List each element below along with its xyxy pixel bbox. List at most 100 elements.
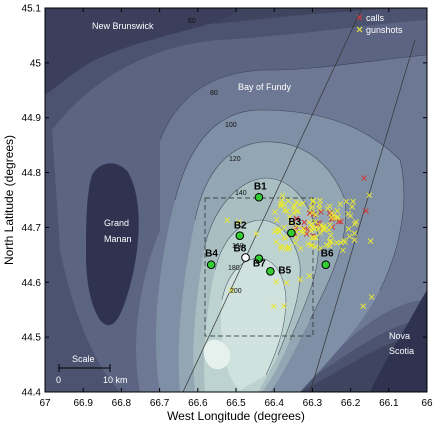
gunshot-marker [281, 207, 288, 214]
gunshot-marker [313, 234, 319, 241]
buoy-marker-b3 [287, 228, 296, 238]
buoy-label-b5: B5 [278, 265, 291, 276]
gunshot-marker [345, 210, 352, 217]
gunshot-marker [235, 218, 242, 225]
label-manan: Manan [104, 234, 132, 244]
survey-box [204, 197, 314, 337]
scale-title: Scale [72, 354, 95, 364]
x-tick-label: 66.5 [226, 398, 246, 409]
gunshot-marker [278, 243, 285, 249]
gunshot-marker [288, 220, 294, 227]
gunshot-marker [281, 224, 288, 231]
gunshot-marker [326, 221, 333, 228]
buoy-marker-b2 [235, 231, 245, 240]
y-axis: 45.1 45 44.9 44.8 44.7 44.6 44.5 44.4 [22, 4, 427, 399]
gunshot-marker [337, 239, 344, 246]
call-marker [318, 209, 324, 215]
gunshot-marker [312, 218, 319, 225]
contour-label-140: 140 [235, 190, 247, 197]
gunshot-marker [300, 225, 306, 232]
contour-label-160: 160 [232, 243, 244, 250]
gunshot-marker [339, 247, 346, 254]
buoy-marker-b6 [321, 260, 331, 270]
x-tick-label: 67 [39, 398, 51, 409]
legend-gunshots-marker [356, 26, 363, 33]
gunshot-marker [343, 198, 350, 205]
gunshot-marker [273, 238, 280, 245]
gunshot-marker [309, 210, 315, 216]
contour-labels: 60 80 100 120 140 160 180 200 [188, 18, 247, 295]
label-grand: Grand [104, 218, 129, 228]
x-tick-label: 66 [421, 398, 433, 409]
place-labels: New Brunswick Bay of Fundy Grand Manan N… [92, 21, 414, 356]
gunshot-marker [310, 234, 317, 241]
call-marker [293, 216, 300, 222]
gunshot-marker [345, 225, 352, 232]
contour-label-180: 180 [228, 265, 240, 272]
gunshot-marker [285, 197, 292, 204]
gunshot-marker [317, 197, 323, 204]
gunshot-marker [308, 242, 315, 249]
gunshot-marker [312, 243, 319, 250]
buoy-marker-b7 [254, 254, 264, 263]
call-marker [326, 210, 333, 216]
x-axis: 67 66.9 66.8 66.7 66.6 66.5 66.4 66.3 66.2 66.1 66 [39, 8, 433, 409]
label-scotia: Scotia [389, 346, 414, 356]
gunshots-markers [224, 192, 375, 310]
gunshot-marker [253, 231, 260, 237]
gunshot-marker [317, 245, 324, 252]
y-tick-label: 44.9 [22, 113, 42, 124]
gunshot-marker [270, 303, 277, 310]
gunshot-marker [317, 230, 324, 236]
x-tick-label: 66.2 [341, 398, 361, 409]
buoy-label-b4: B4 [205, 249, 218, 260]
label-new-brunswick: New Brunswick [92, 21, 154, 31]
gunshot-marker [310, 197, 317, 204]
gunshot-marker [351, 230, 358, 237]
legend-calls-label: calls [366, 13, 385, 23]
gunshot-marker [324, 205, 331, 212]
contour-label-80: 80 [210, 90, 218, 97]
x-tick-label: 66.6 [188, 398, 208, 409]
legend-calls-marker [356, 14, 363, 21]
gunshot-marker [272, 209, 278, 215]
buoy-label-b8: B8 [234, 244, 247, 255]
track-line-2 [309, 39, 416, 392]
gunshot-marker [349, 204, 355, 210]
gunshot-marker [309, 203, 316, 210]
scale-ten: 10 km [103, 375, 128, 385]
gunshot-marker [278, 245, 284, 252]
gunshot-marker [281, 303, 287, 309]
buoy-label-b2: B2 [234, 221, 247, 232]
y-tick-label: 44.4 [22, 388, 42, 399]
y-tick-label: 44.5 [22, 333, 42, 344]
x-tick-label: 66.3 [303, 398, 323, 409]
gunshot-marker [278, 197, 285, 204]
gunshot-marker [326, 238, 333, 245]
gunshot-marker [350, 198, 356, 205]
contour-label-200: 200 [230, 288, 242, 295]
gunshot-marker [293, 199, 300, 206]
gunshot-marker [337, 201, 344, 208]
gunshot-marker [297, 201, 303, 208]
buoy-marker-b8 [241, 253, 250, 262]
label-nova: Nova [389, 331, 410, 341]
gunshot-marker [308, 235, 315, 241]
scale-zero: 0 [56, 375, 61, 385]
x-tick-label: 66.9 [73, 398, 93, 409]
legend: calls gunshots [356, 13, 403, 35]
gunshot-marker [306, 273, 313, 279]
gunshot-marker [283, 279, 290, 286]
gunshot-marker [290, 209, 297, 216]
gunshot-marker [306, 219, 313, 226]
gunshot-marker [297, 245, 304, 252]
buoy-marker-b5 [266, 267, 275, 276]
gunshot-marker [279, 192, 286, 199]
gunshot-marker [351, 237, 358, 243]
gunshot-marker [224, 217, 231, 224]
gunshot-marker [351, 221, 358, 227]
gunshot-marker [326, 227, 332, 233]
x-tick-label: 66.4 [264, 398, 284, 409]
contour-label-120: 120 [229, 156, 241, 163]
